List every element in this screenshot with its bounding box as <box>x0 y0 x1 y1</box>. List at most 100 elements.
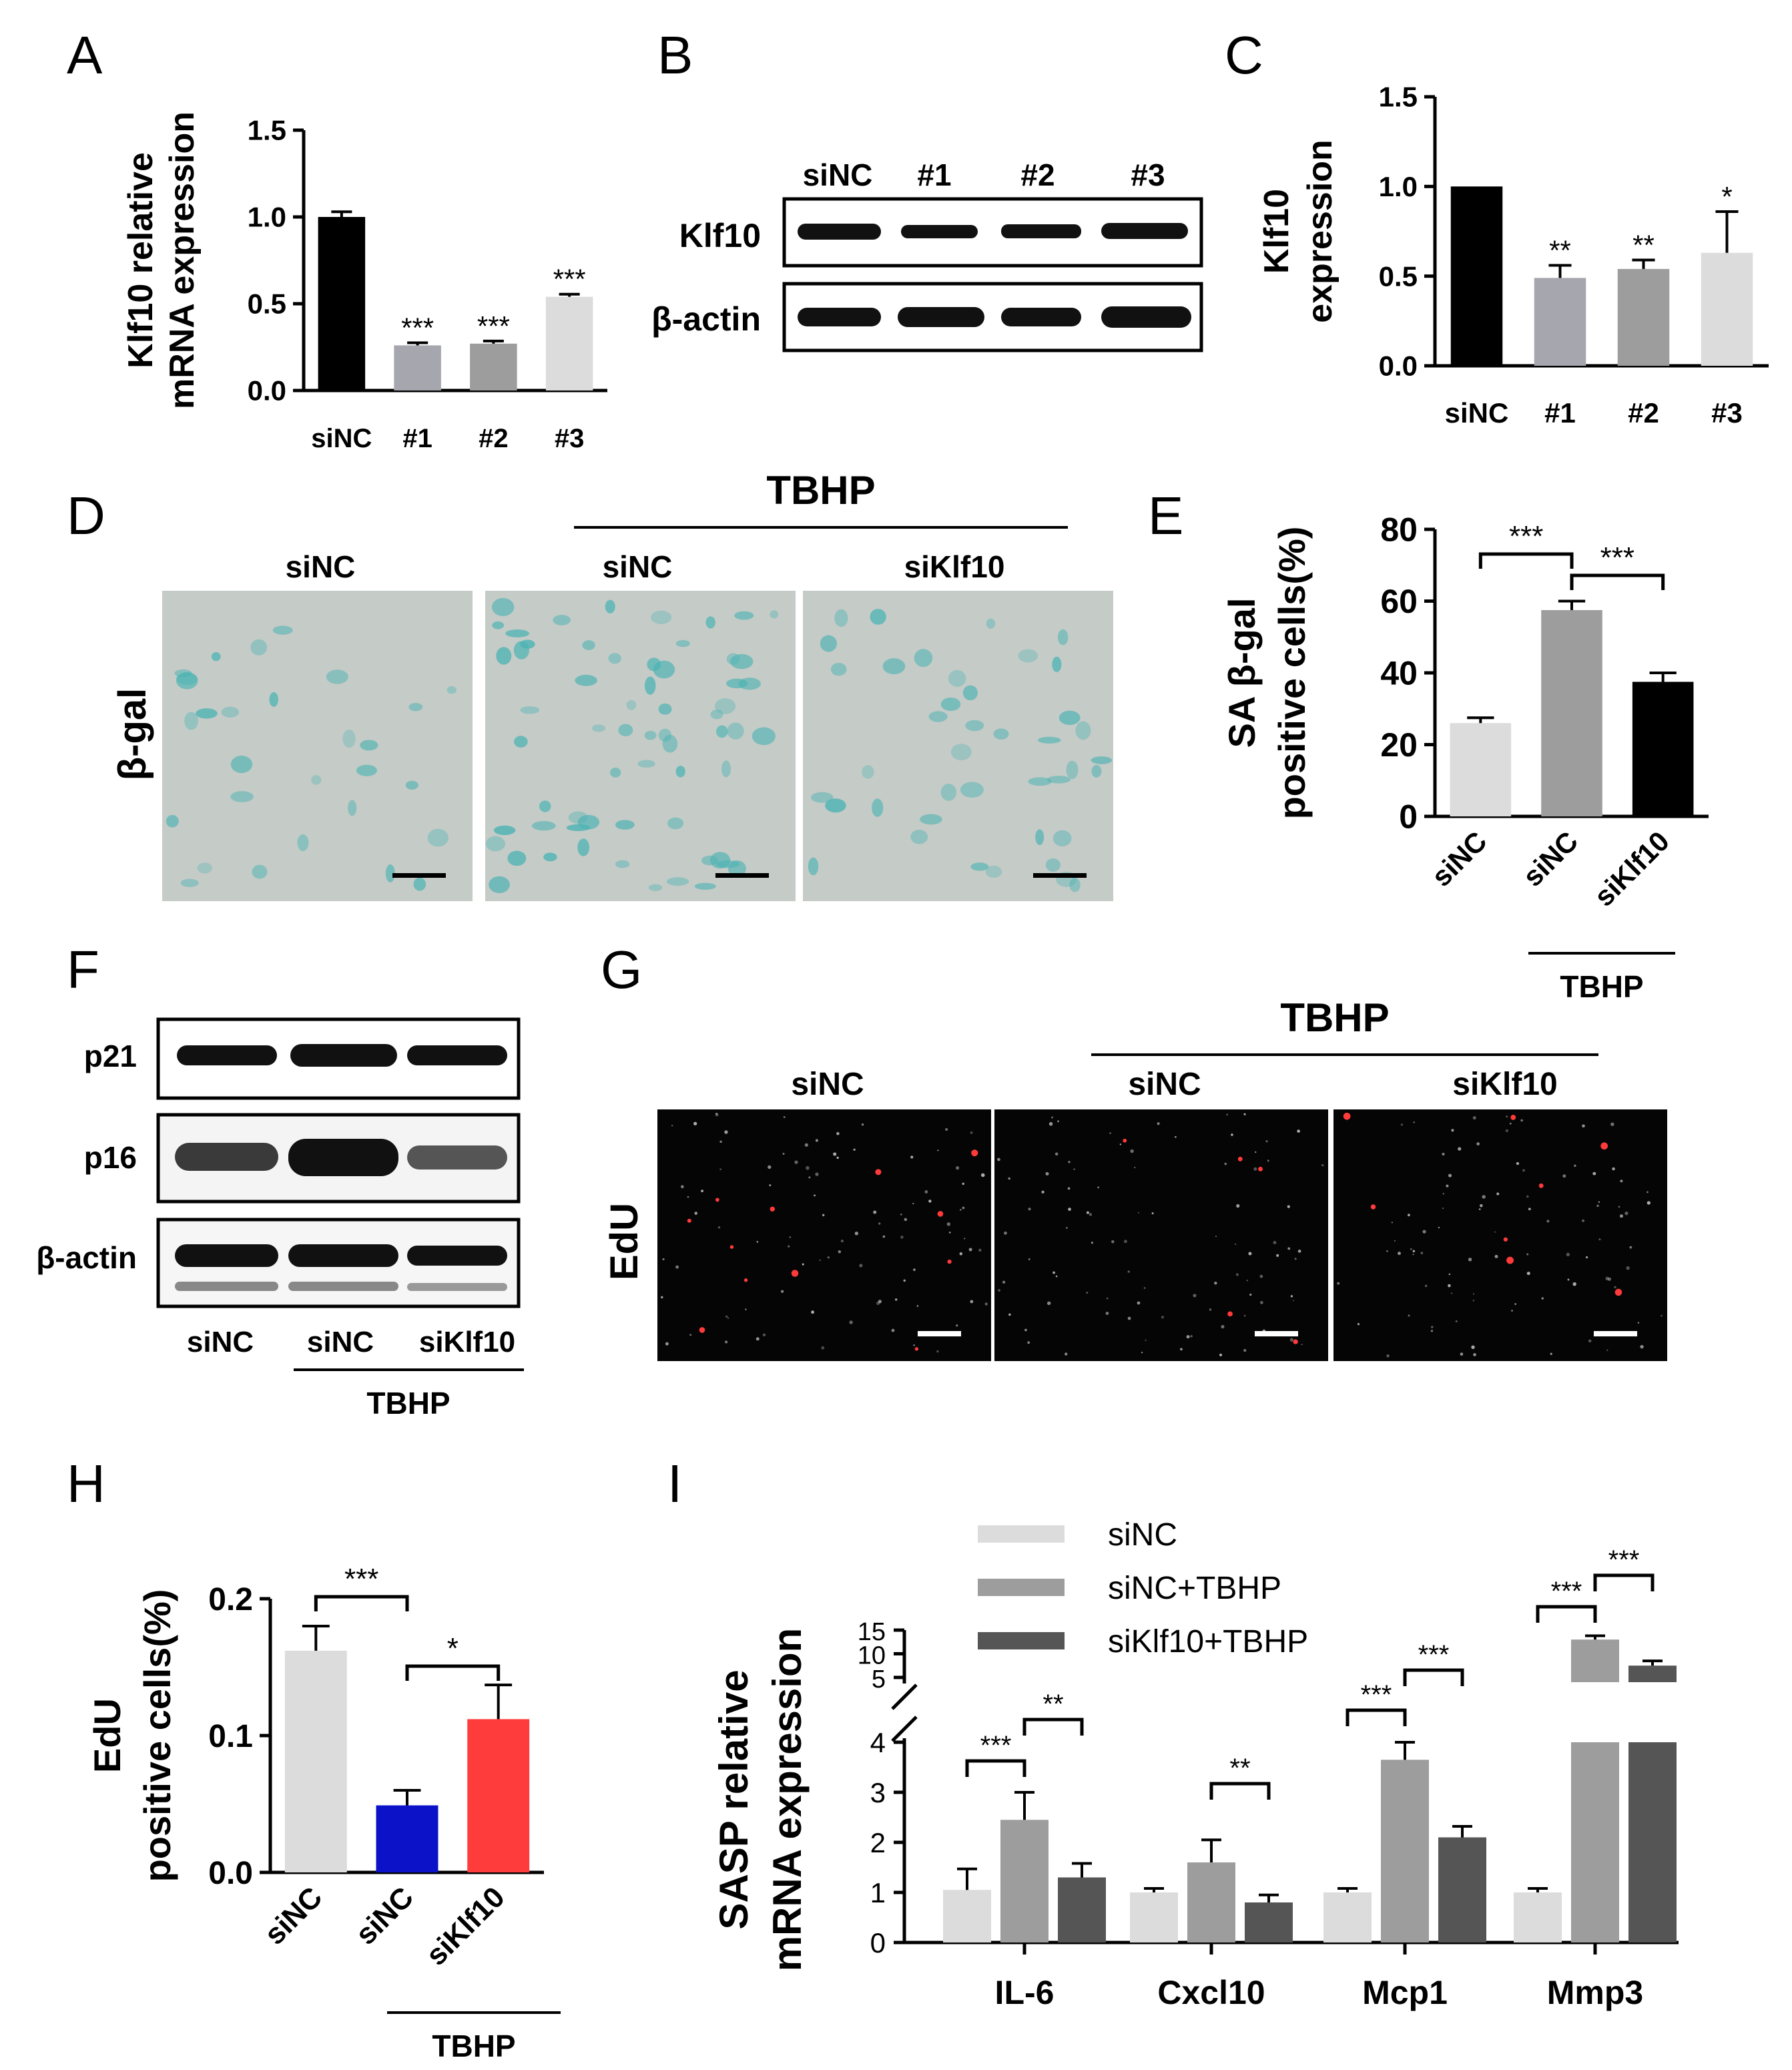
bgal-micrograph <box>485 591 796 901</box>
nucleus-dot <box>1410 1248 1412 1250</box>
y-tick-label: 0.0 <box>248 375 286 407</box>
nucleus-dot <box>838 1250 842 1254</box>
legend-label: siNC <box>1108 1517 1177 1553</box>
y-tick-label: 0 <box>1399 798 1418 836</box>
nucleus-dot <box>727 1317 729 1319</box>
nucleus-dot <box>1400 1123 1404 1126</box>
stained-cell <box>986 618 996 629</box>
panel-letter-e: E <box>1148 486 1183 545</box>
x-tick-label: siNC <box>311 424 372 453</box>
edu-positive-cell <box>743 1278 748 1282</box>
stained-cell <box>513 641 529 660</box>
stained-cell <box>825 798 846 813</box>
nucleus-dot <box>1472 1293 1475 1295</box>
stained-cell <box>197 862 212 874</box>
x-tick-label: siNC <box>1426 825 1493 892</box>
nucleus-dot <box>804 1143 808 1147</box>
panel-letter-b: B <box>657 25 693 85</box>
blot-band <box>798 224 881 240</box>
nucleus-dot <box>1446 1184 1449 1188</box>
nucleus-dot <box>1067 1187 1071 1190</box>
stained-cell <box>446 686 457 694</box>
image-d-column-label: siNC <box>286 549 356 584</box>
nucleus-dot <box>1086 1211 1089 1214</box>
y-tick-label: 0.5 <box>248 288 286 320</box>
stained-cell <box>543 852 557 862</box>
nucleus-dot <box>1509 1122 1512 1125</box>
nucleus-dot <box>802 1263 804 1266</box>
nucleus-dot <box>1008 1313 1011 1316</box>
stained-cell <box>810 792 834 803</box>
nucleus-dot <box>1596 1204 1599 1208</box>
stained-cell <box>1018 649 1038 663</box>
blot-b-lane-label: #1 <box>917 158 951 192</box>
nucleus-dot <box>1391 1222 1393 1224</box>
nucleus-dot <box>833 1152 837 1156</box>
y-tick-label: 10 <box>858 1641 886 1669</box>
axis-break-mark <box>891 1716 918 1742</box>
nucleus-dot <box>1473 1353 1476 1356</box>
nucleus-dot <box>1526 1253 1529 1256</box>
stained-cell <box>882 658 906 675</box>
y-tick-label: 80 <box>1380 511 1418 549</box>
nucleus-dot <box>854 1232 859 1236</box>
nucleus-dot <box>1442 1193 1444 1195</box>
comparison-label: *** <box>1418 1640 1450 1669</box>
nucleus-dot <box>719 1168 721 1170</box>
edu-positive-cell <box>1506 1256 1514 1264</box>
nucleus-dot <box>1610 1122 1614 1126</box>
bar <box>1323 1892 1372 1943</box>
nucleus-dot <box>1301 1344 1303 1346</box>
nucleus-dot <box>1460 1352 1464 1356</box>
y-tick-label: 0.5 <box>1379 260 1418 292</box>
nucleus-dot <box>794 1160 798 1164</box>
nucleus-dot <box>1066 1227 1068 1229</box>
nucleus-dot <box>1141 1352 1143 1354</box>
nucleus-dot <box>756 1241 759 1243</box>
y-tick-label: 0 <box>870 1927 886 1959</box>
nucleus-dot <box>959 1252 963 1256</box>
blot-band <box>901 225 978 238</box>
nucleus-dot <box>853 1148 856 1151</box>
x-tick-label: #1 <box>1544 397 1576 429</box>
nucleus-dot <box>1068 1208 1071 1211</box>
nucleus-dot <box>1255 1151 1257 1153</box>
nucleus-dot <box>913 1344 915 1346</box>
stained-cell <box>489 876 510 893</box>
stained-cell <box>870 609 886 625</box>
image-g-column-label: siNC <box>791 1067 864 1102</box>
bgal-micrograph <box>162 591 473 901</box>
edu-micrograph <box>1333 1109 1667 1361</box>
nucleus-dot <box>815 1139 819 1142</box>
bar <box>545 296 593 391</box>
nucleus-dot <box>1137 1212 1140 1214</box>
x-tick-label: #3 <box>1711 397 1743 429</box>
nucleus-dot <box>783 1115 786 1119</box>
nucleus-dot <box>1287 1205 1290 1208</box>
nucleus-dot <box>1231 1133 1233 1136</box>
nucleus-dot <box>1287 1247 1291 1250</box>
comparison-label: *** <box>1509 520 1543 553</box>
blot-band <box>407 1246 507 1266</box>
nucleus-dot <box>1091 1242 1093 1244</box>
nucleus-dot <box>1494 1254 1498 1258</box>
stained-cell <box>675 766 685 778</box>
blot-b-lane-label: siNC <box>803 158 873 192</box>
scale-bar <box>1033 873 1087 878</box>
nucleus-dot <box>1151 1212 1154 1215</box>
nucleus-dot <box>1605 1276 1609 1280</box>
significance-label: ** <box>1632 229 1655 260</box>
nucleus-dot <box>955 1166 960 1170</box>
stained-cell <box>727 722 744 740</box>
blot-band <box>1001 224 1081 238</box>
x-tick-label: #2 <box>1628 397 1659 429</box>
stained-cell <box>834 609 848 627</box>
nucleus-dot <box>1290 1295 1293 1298</box>
nucleus-dot <box>1582 1124 1585 1128</box>
nucleus-dot <box>1024 1328 1027 1332</box>
x-tick-label: Mmp3 <box>1547 1974 1643 2011</box>
bar <box>1632 682 1694 816</box>
comparison-bracket <box>1593 1573 1655 1591</box>
y-tick-label: 1.0 <box>248 202 286 233</box>
edu-positive-cell <box>1123 1138 1127 1143</box>
